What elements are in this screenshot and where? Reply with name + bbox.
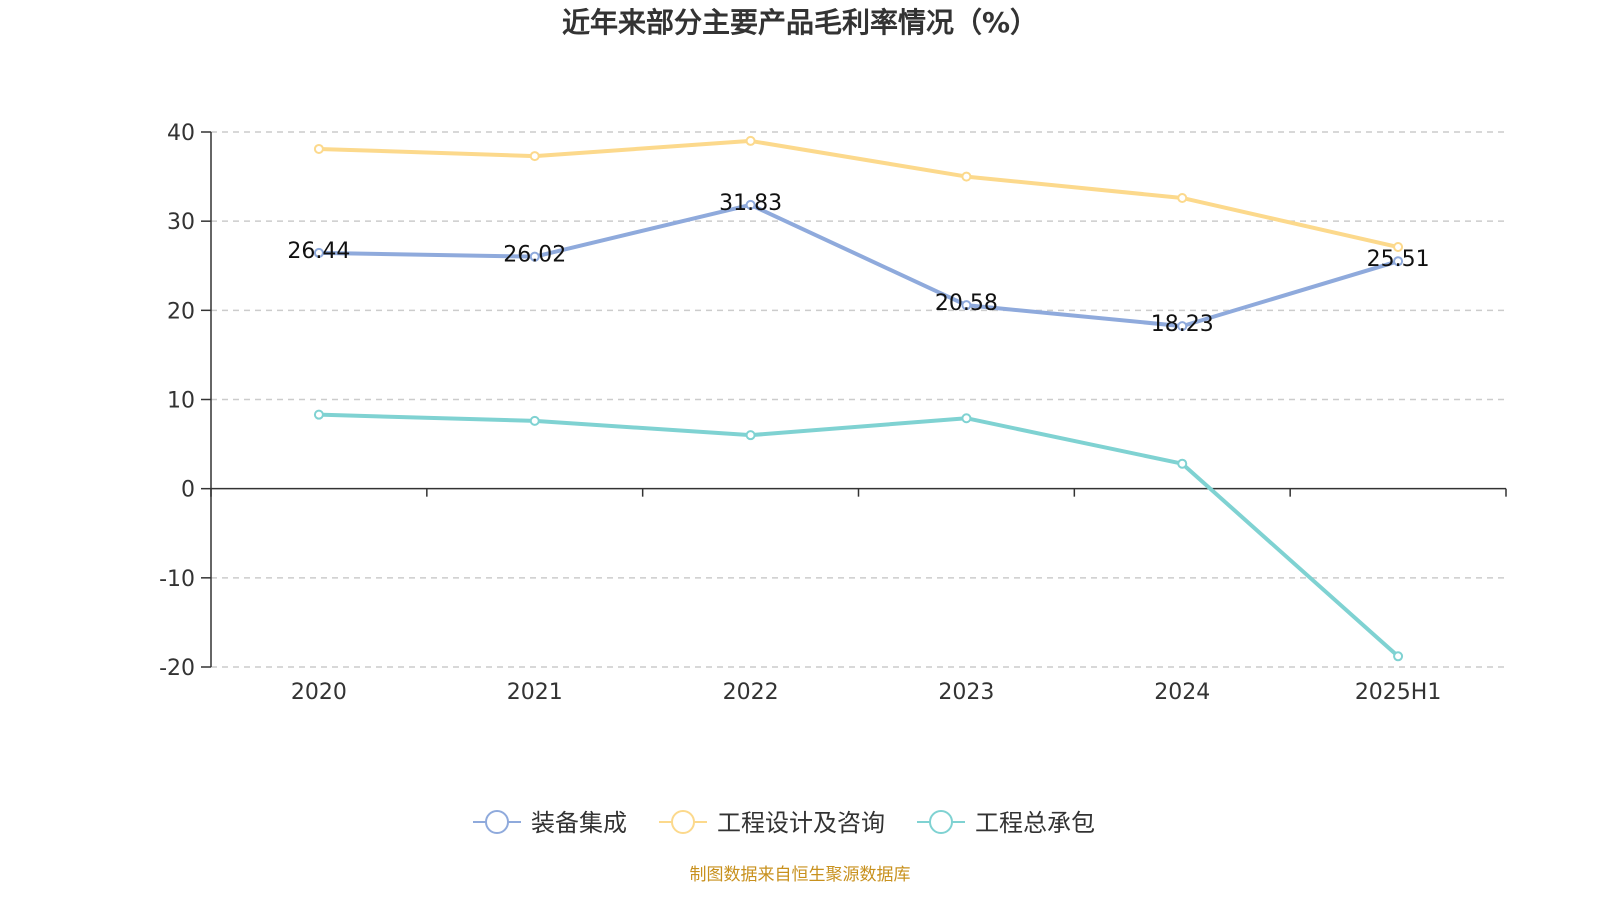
grid-lines [211,131,1506,668]
x-tick-label: 2021 [507,680,563,705]
data-point [745,199,756,210]
series-line-1 [318,138,1399,249]
y-tick-label: -20 [159,656,195,681]
data-point [961,413,972,424]
data-point [961,171,972,182]
legend-item[interactable]: 装备集成 [473,809,627,837]
y-tick-label: -10 [159,567,195,592]
data-point [1177,321,1188,332]
data-label: 25.51 [1367,247,1430,272]
data-point [313,409,324,420]
y-tick-label: 20 [167,299,195,324]
legend-label: 工程总承包 [975,809,1095,837]
legend-label: 装备集成 [531,809,627,837]
data-point [1177,192,1188,203]
y-tick-label: 10 [167,389,195,414]
source-note: 制图数据来自恒生聚源数据库 [690,865,911,885]
x-tick-label: 2023 [938,680,994,705]
data-point [745,135,756,146]
data-label: 18.23 [1151,312,1214,337]
legend-item[interactable]: 工程总承包 [917,809,1095,837]
y-tick-label: 40 [167,121,195,146]
x-tick-label: 2022 [723,680,779,705]
legend-marker [671,810,695,834]
x-tick-label: 2025H1 [1355,680,1442,705]
data-point [529,415,540,426]
data-point [313,143,324,154]
data-point [745,430,756,441]
y-tick-label: 30 [167,210,195,235]
data-point [313,247,324,258]
legend-marker [485,810,509,834]
series-line-0 [318,202,1399,329]
data-label: 26.44 [287,239,350,264]
y-tick-label: 0 [181,478,195,503]
data-point [961,300,972,311]
data-point [1177,458,1188,469]
series-lines [313,135,1404,662]
legend-label: 工程设计及咨询 [717,809,885,837]
data-point [529,251,540,262]
data-label: 20.58 [935,291,998,316]
data-point [529,151,540,162]
x-tick-label: 2020 [291,680,347,705]
data-labels: 26.44 26.02 31.83 20.58 18.23 25.51 [287,191,1429,337]
series-line-2 [318,412,1400,658]
legend-item[interactable]: 工程设计及咨询 [659,809,885,837]
legend: 装备集成 工程设计及咨询 工程总承包 [473,809,1095,837]
x-tick-label: 2024 [1154,680,1210,705]
axes: -20 -10 0 10 20 30 40 2020 2021 2022 2023 2024 2025H… [159,121,1507,705]
legend-marker [929,810,953,834]
data-point [1393,651,1404,662]
data-label: 26.02 [503,243,566,268]
data-point [1393,256,1404,267]
data-point [1393,242,1404,253]
chart-title: 近年来部分主要产品毛利率情况（%） [562,6,1038,39]
data-label: 31.83 [719,191,782,216]
